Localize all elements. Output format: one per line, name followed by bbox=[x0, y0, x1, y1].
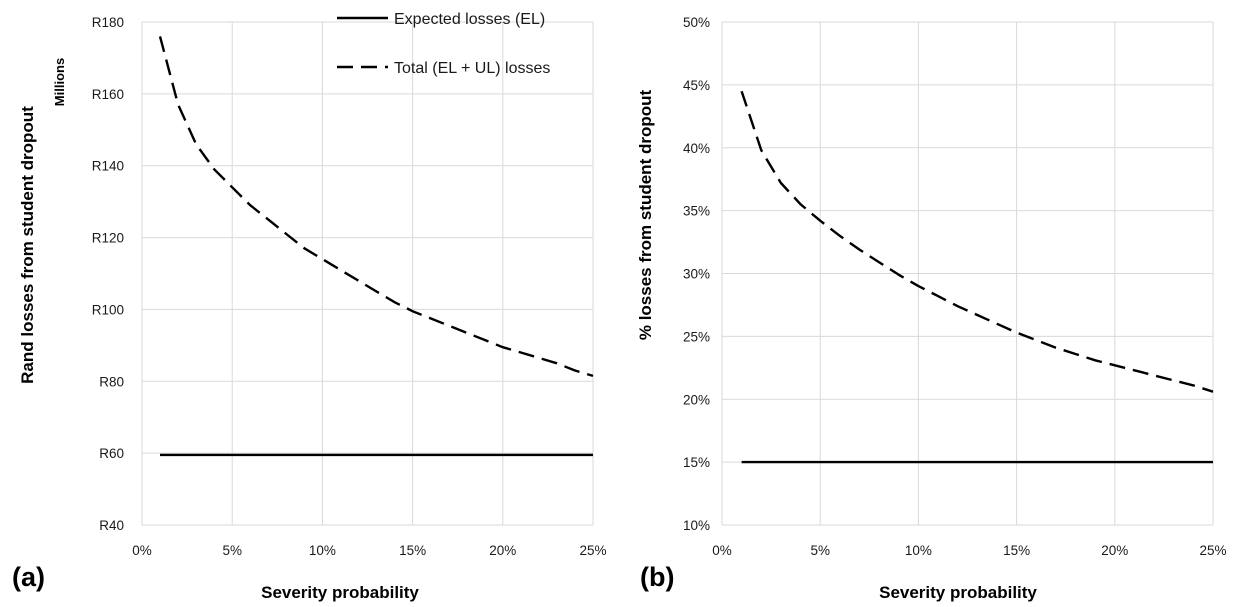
panel-a-y-axis-title: Rand losses from student dropout bbox=[18, 106, 37, 384]
panel-b-x-axis-title: Severity probability bbox=[879, 583, 1037, 602]
panel-b-gridlines bbox=[721, 21, 1214, 526]
x-tick-label: 25% bbox=[1199, 543, 1226, 558]
x-tick-label: 15% bbox=[399, 543, 426, 558]
x-tick-label: 15% bbox=[1003, 543, 1030, 558]
legend-item-expected-losses: Expected losses (EL) bbox=[394, 11, 545, 28]
y-tick-label: 20% bbox=[683, 392, 710, 407]
y-tick-label: R40 bbox=[99, 518, 124, 533]
panel-b-y-tick-labels: 10% 15% 20% 25% 30% 35% 40% 45% 50% bbox=[683, 15, 710, 533]
x-tick-label: 0% bbox=[712, 543, 732, 558]
panel-a-y-tick-labels: R40 R60 R80 R100 R120 R140 R160 R180 bbox=[92, 15, 124, 533]
y-tick-label: 50% bbox=[683, 15, 710, 30]
x-tick-label: 20% bbox=[1101, 543, 1128, 558]
panel-a-y-unit-label: Millions bbox=[52, 58, 67, 106]
x-tick-label: 10% bbox=[905, 543, 932, 558]
legend: Expected losses (EL) Total (EL + UL) los… bbox=[337, 11, 550, 77]
series-line-total-losses bbox=[740, 90, 1214, 393]
x-tick-label: 5% bbox=[810, 543, 830, 558]
panel-a: R40 R60 R80 R100 R120 R140 R160 R180 0% 5% 10% 15%… bbox=[12, 11, 607, 602]
panel-a-x-axis-title: Severity probability bbox=[261, 583, 419, 602]
y-tick-label: R80 bbox=[99, 374, 124, 389]
x-tick-label: 5% bbox=[222, 543, 242, 558]
x-tick-label: 10% bbox=[309, 543, 336, 558]
x-tick-label: 0% bbox=[132, 543, 152, 558]
y-tick-label: R140 bbox=[92, 159, 124, 174]
panel-a-x-tick-labels: 0% 5% 10% 15% 20% 25% bbox=[132, 543, 606, 558]
panel-b-y-axis-title: % losses from student dropout bbox=[636, 90, 655, 341]
y-tick-label: R160 bbox=[92, 87, 124, 102]
panel-a-series bbox=[158, 36, 594, 457]
y-tick-label: R120 bbox=[92, 231, 124, 246]
y-tick-label: 30% bbox=[683, 267, 710, 282]
panel-b-x-tick-labels: 0% 5% 10% 15% 20% 25% bbox=[712, 543, 1226, 558]
y-tick-label: 45% bbox=[683, 78, 710, 93]
panel-b: 10% 15% 20% 25% 30% 35% 40% 45% 50% 0% 5% 10% 15% 20… bbox=[636, 15, 1227, 602]
y-tick-label: 15% bbox=[683, 455, 710, 470]
y-tick-label: 40% bbox=[683, 141, 710, 156]
panel-b-series bbox=[740, 90, 1214, 464]
y-tick-label: R60 bbox=[99, 446, 124, 461]
panel-a-letter: (a) bbox=[12, 562, 45, 592]
series-line-total-losses bbox=[158, 36, 594, 378]
y-tick-label: R100 bbox=[92, 302, 124, 317]
y-tick-label: 10% bbox=[683, 518, 710, 533]
panel-a-gridlines bbox=[141, 21, 594, 526]
x-tick-label: 20% bbox=[489, 543, 516, 558]
y-tick-label: 25% bbox=[683, 329, 710, 344]
y-tick-label: R180 bbox=[92, 15, 124, 30]
legend-item-total-losses: Total (EL + UL) losses bbox=[394, 60, 550, 77]
panel-b-letter: (b) bbox=[640, 562, 674, 592]
y-tick-label: 35% bbox=[683, 204, 710, 219]
x-tick-label: 25% bbox=[579, 543, 606, 558]
